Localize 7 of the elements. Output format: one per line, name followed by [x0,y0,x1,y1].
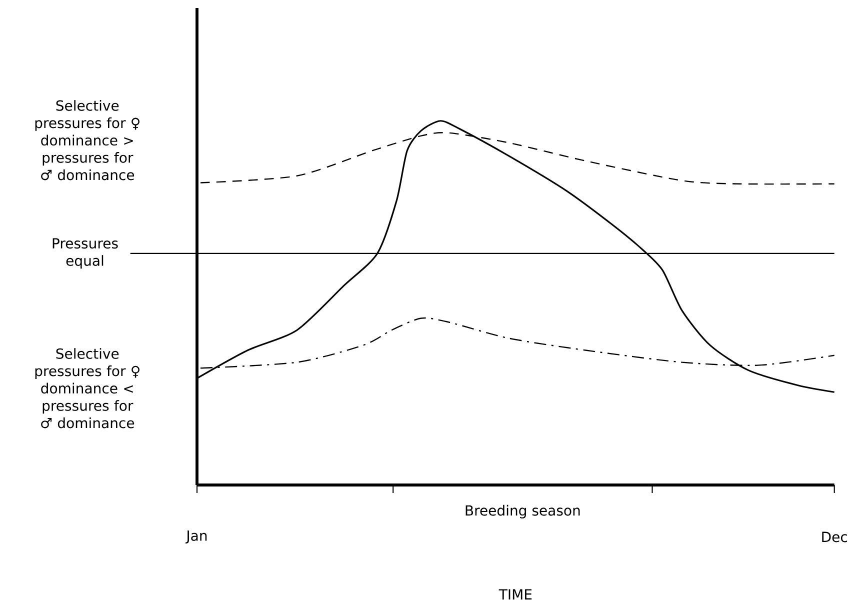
text: Selective pressures for ♀ dominance > pressures for ♂ dominance [35,100,140,180]
ref-line-label: Pressures equal [52,238,118,269]
text: Selective pressures for ♀ dominance < pressures for ♂ dominance [35,348,140,428]
x-tick-label: Jan [185,530,207,544]
x-axis-title: TIME [498,589,532,600]
x-tick-label: Dec [822,532,848,542]
text: Breeding season [466,504,580,518]
